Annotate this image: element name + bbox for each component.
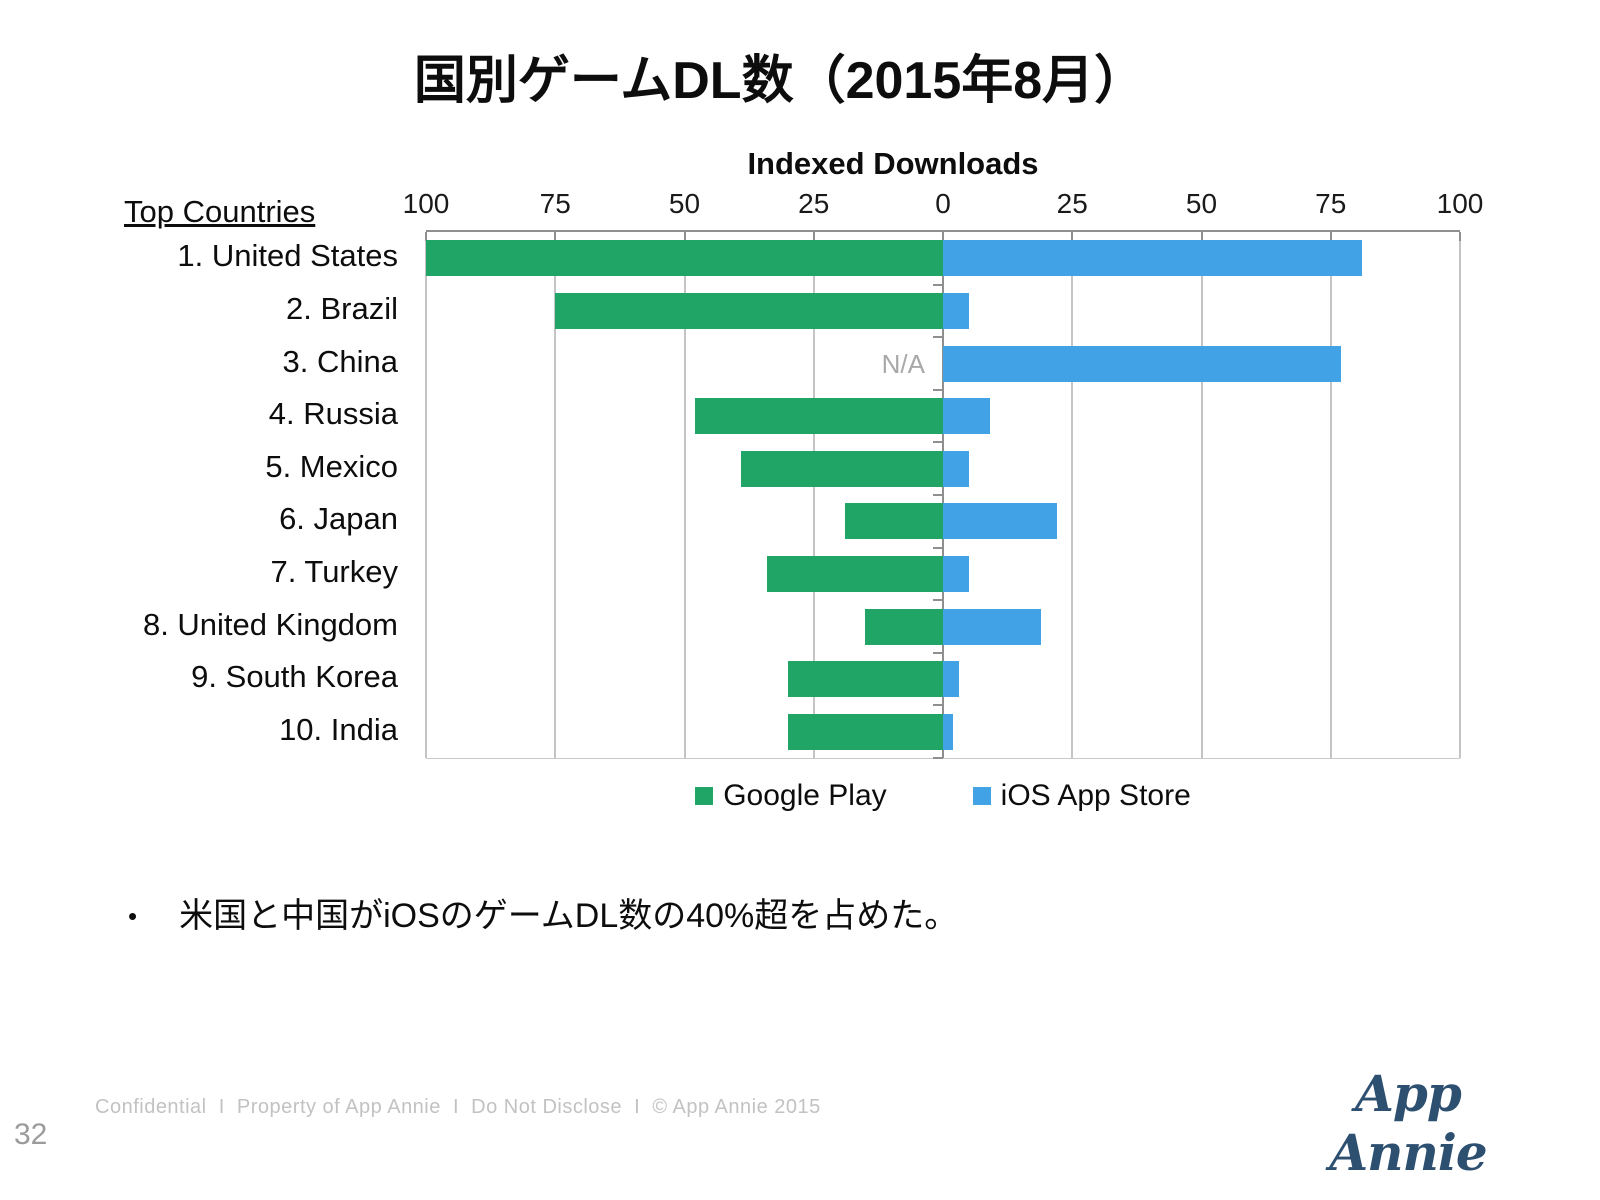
axis-tick <box>1459 232 1461 241</box>
ios-app-store-bar <box>943 240 1362 277</box>
gridline <box>1459 232 1461 758</box>
bullet-dot: • <box>128 901 138 931</box>
plot-area: N/A <box>425 230 1461 759</box>
google-play-bar <box>741 450 943 487</box>
legend-label: Google Play <box>723 779 887 812</box>
x-axis-tick-label: 0 <box>935 188 951 219</box>
legend-item: iOS App Store <box>972 779 1191 813</box>
country-label: 9. South Korea <box>191 659 398 695</box>
gridline <box>554 232 557 758</box>
country-label: 7. Turkey <box>270 553 399 589</box>
x-axis-tick-label: 100 <box>402 188 450 219</box>
x-axis-tick-label: 50 <box>668 188 701 219</box>
category-tick <box>933 388 943 391</box>
category-tick <box>933 336 943 339</box>
category-tick <box>933 494 943 496</box>
country-label: 8. United Kingdom <box>142 606 398 642</box>
legend-label: iOS App Store <box>1000 779 1191 812</box>
ios-app-store-bar <box>943 503 1057 540</box>
category-tick <box>933 441 943 444</box>
axis-tick <box>683 232 686 241</box>
gridline <box>425 232 427 758</box>
country-label: 1. United States <box>177 238 398 274</box>
x-axis-tick-label: 75 <box>1315 188 1347 219</box>
ios-app-store-bar <box>943 661 959 698</box>
na-label: N/A <box>881 348 925 379</box>
axis-tick <box>554 232 557 241</box>
country-label: 10. India <box>279 711 398 747</box>
x-axis-tick-label: 100 <box>1436 188 1484 219</box>
category-tick <box>933 546 943 549</box>
category-tick <box>933 757 943 759</box>
x-axis-tick-label: 50 <box>1185 188 1218 219</box>
bullet-text: 米国と中国がiOSのゲームDL数の40%超を占めた。 <box>179 897 959 935</box>
google-play-bar <box>865 608 943 645</box>
gridline <box>812 232 815 758</box>
axis-tick <box>812 232 815 241</box>
ios-app-store-bar <box>943 292 969 329</box>
google-play-bar <box>426 240 943 277</box>
ios-app-store-bar <box>943 713 954 750</box>
zero-axis-line <box>942 232 944 758</box>
category-tick <box>933 704 943 707</box>
country-label: 4. Russia <box>268 396 398 432</box>
app-annie-logo: App Annie <box>1329 1064 1487 1182</box>
page-number: 32 <box>14 1118 48 1151</box>
chart-legend: Google Play iOS App Store <box>426 776 1460 816</box>
ios-app-store-bar <box>943 345 1342 382</box>
axis-tick <box>1071 232 1074 241</box>
country-label: 6. Japan <box>279 501 398 537</box>
country-label: 3. China <box>282 343 398 379</box>
google-play-bar <box>787 661 943 698</box>
x-axis-tick-label: 75 <box>539 188 571 219</box>
x-axis-tick-label: 25 <box>1056 188 1088 219</box>
gridline <box>1200 232 1203 758</box>
category-tick <box>933 651 943 654</box>
google-play-bar <box>787 713 943 750</box>
ios-app-store-bar <box>943 398 990 435</box>
axis-tick <box>425 232 427 241</box>
gridline <box>1329 232 1332 758</box>
category-tick <box>933 599 943 602</box>
google-play-bar <box>555 292 943 329</box>
legend-swatch-icon <box>972 787 991 805</box>
gridline <box>1071 232 1074 758</box>
x-axis-tick-label: 25 <box>798 188 830 219</box>
country-label: 2. Brazil <box>286 290 398 326</box>
x-axis-tick-labels: 100 75 50 25 0 25 50 75 100 <box>403 188 1484 224</box>
country-label: 5. Mexico <box>265 448 398 484</box>
axis-tick <box>1329 232 1332 241</box>
google-play-bar <box>844 503 943 540</box>
legend-swatch-icon <box>695 787 714 805</box>
axis-tick <box>1200 232 1203 241</box>
ios-app-store-bar <box>943 555 969 592</box>
slide-title: 国別ゲームDL数（2015年8月） <box>413 52 1147 110</box>
ios-app-store-bar <box>943 608 1042 645</box>
gridline <box>683 232 686 758</box>
country-labels: 1. United States 2. Brazil 3. China 4. Russ… <box>0 230 398 756</box>
axis-tick <box>942 232 944 241</box>
google-play-bar <box>694 398 943 435</box>
downloads-chart: Indexed Downloads Top Countries 100 75 50 2… <box>0 140 1600 840</box>
row-header: Top Countries <box>124 194 316 229</box>
category-tick <box>933 283 943 286</box>
google-play-bar <box>767 555 943 592</box>
confidentiality-footer: Confidential I Property of App Annie I D… <box>95 1096 821 1118</box>
legend-item: Google Play <box>695 779 887 813</box>
ios-app-store-bar <box>943 450 969 487</box>
chart-title: Indexed Downloads <box>747 146 1039 181</box>
bullet-line: • 米国と中国がiOSのゲームDL数の40%超を占めた。 <box>128 893 958 939</box>
